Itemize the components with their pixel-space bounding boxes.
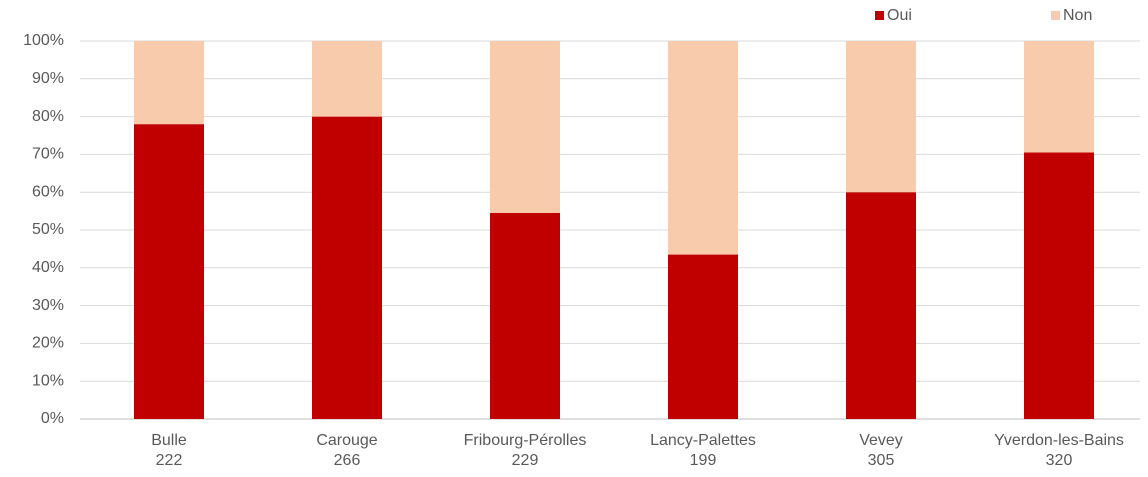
y-tick-label: 70% — [32, 146, 64, 163]
bar — [490, 41, 560, 213]
y-tick-label: 30% — [32, 297, 64, 314]
x-tick-label: Lancy-Palettes — [650, 432, 756, 449]
bar — [668, 254, 738, 419]
bar — [134, 41, 204, 125]
x-tick-sublabel: 266 — [334, 452, 361, 469]
x-tick-sublabel: 199 — [690, 452, 717, 469]
bar — [1024, 152, 1094, 419]
legend-swatch — [875, 11, 884, 20]
bar — [490, 212, 560, 419]
legend-label: Oui — [887, 7, 912, 24]
x-tick-label: Carouge — [316, 432, 377, 449]
bar — [846, 192, 916, 419]
x-tick-label: Vevey — [859, 432, 903, 449]
bar — [134, 124, 204, 419]
bar — [312, 41, 382, 117]
y-tick-label: 0% — [41, 410, 64, 427]
y-tick-label: 60% — [32, 183, 64, 200]
y-tick-label: 100% — [23, 32, 64, 49]
legend-label: Non — [1063, 7, 1092, 24]
y-tick-label: 80% — [32, 108, 64, 125]
x-tick-label: Fribourg-Pérolles — [464, 432, 587, 449]
bar — [312, 116, 382, 419]
x-tick-label: Yverdon-les-Bains — [994, 432, 1124, 449]
y-tick-label: 50% — [32, 221, 64, 238]
bar — [668, 41, 738, 255]
x-tick-sublabel: 229 — [512, 452, 539, 469]
y-tick-label: 90% — [32, 70, 64, 87]
x-tick-label: Bulle — [151, 432, 187, 449]
bar — [1024, 41, 1094, 153]
x-tick-sublabel: 305 — [868, 452, 895, 469]
x-tick-sublabel: 222 — [156, 452, 183, 469]
bar — [846, 41, 916, 193]
legend-swatch — [1051, 11, 1060, 20]
y-tick-label: 20% — [32, 335, 64, 352]
y-tick-label: 10% — [32, 372, 64, 389]
y-tick-label: 40% — [32, 259, 64, 276]
x-tick-sublabel: 320 — [1046, 452, 1073, 469]
